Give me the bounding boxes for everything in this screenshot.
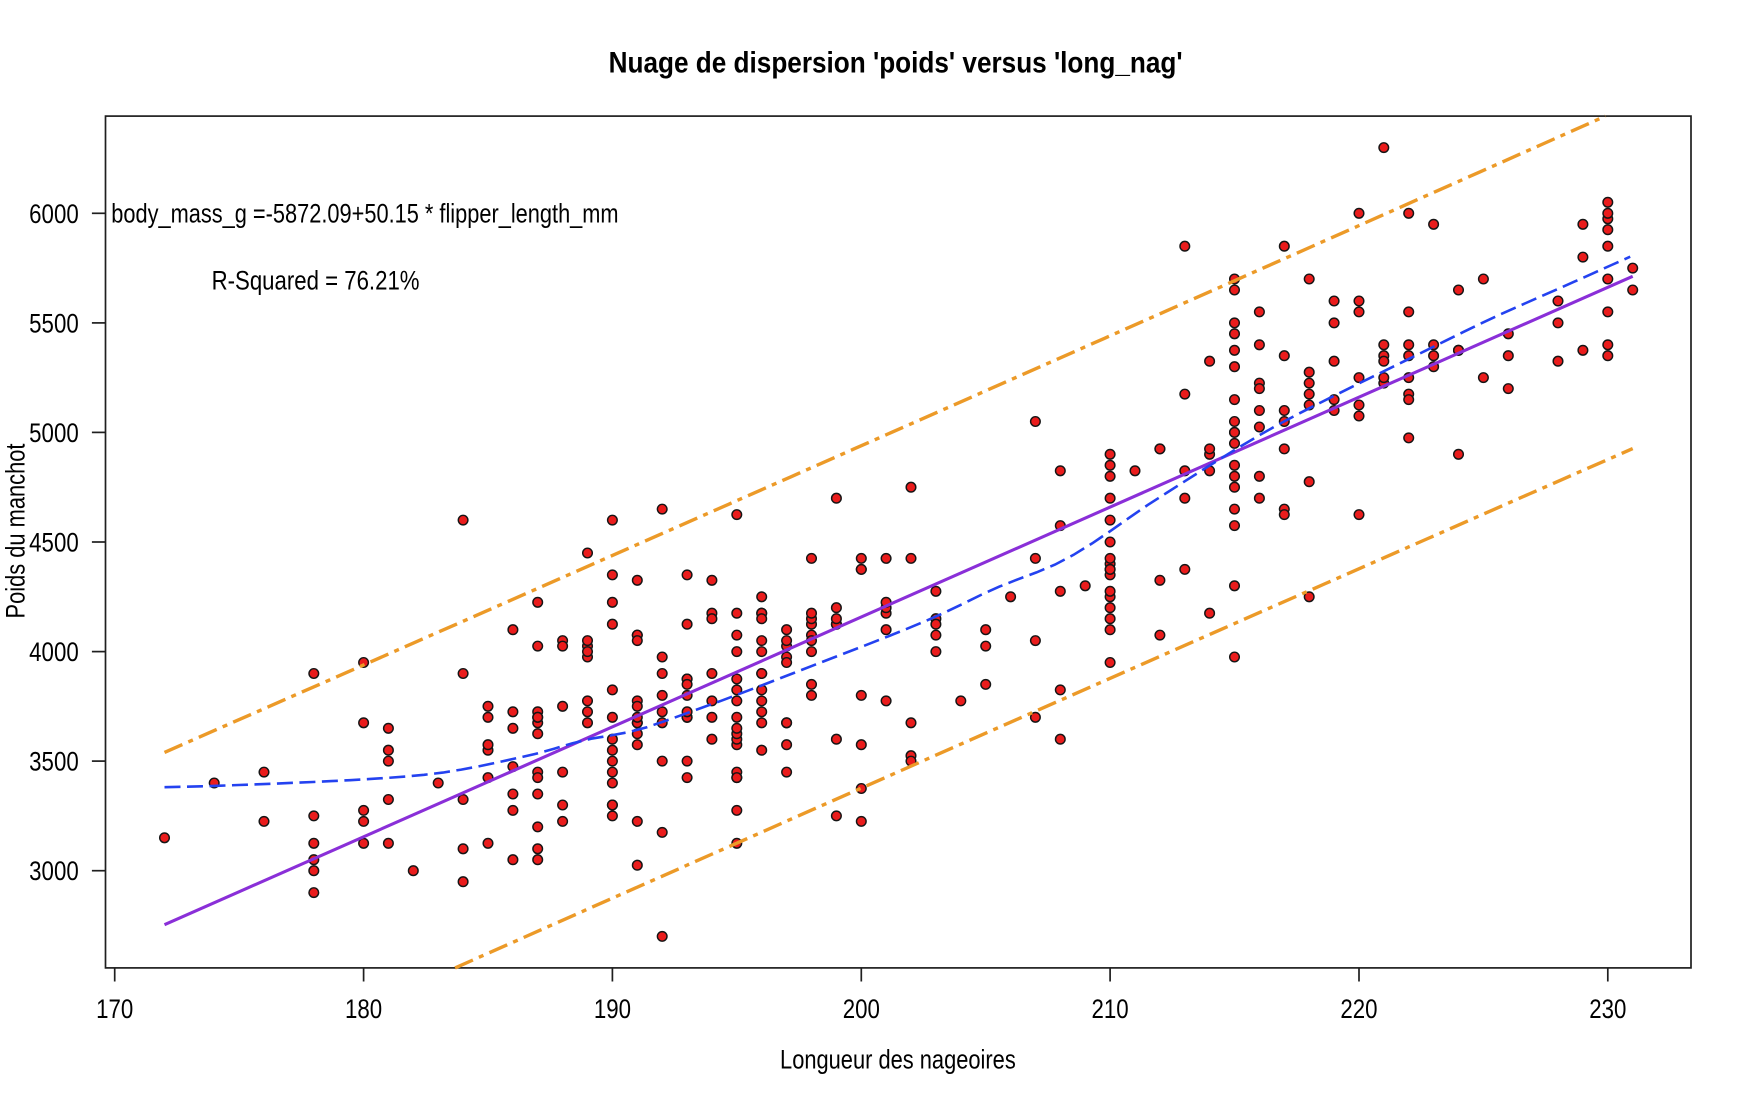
svg-text:5000: 5000 bbox=[29, 419, 79, 448]
svg-text:220: 220 bbox=[1340, 995, 1377, 1024]
svg-text:Nuage de dispersion 'poids' ve: Nuage de dispersion 'poids' versus 'long… bbox=[609, 46, 1183, 79]
svg-text:Poids du manchot: Poids du manchot bbox=[2, 443, 31, 618]
svg-text:180: 180 bbox=[345, 995, 382, 1024]
svg-text:5500: 5500 bbox=[29, 310, 79, 339]
svg-text:6000: 6000 bbox=[29, 200, 79, 229]
svg-text:R-Squared = 76.21%: R-Squared = 76.21% bbox=[212, 267, 420, 296]
svg-text:4000: 4000 bbox=[29, 638, 79, 667]
svg-text:Longueur des nageoires: Longueur des nageoires bbox=[780, 1046, 1016, 1075]
svg-text:body_mass_g =-5872.09+50.15 *: body_mass_g =-5872.09+50.15 * flipper_le… bbox=[111, 200, 618, 229]
svg-text:3500: 3500 bbox=[29, 748, 79, 777]
svg-text:230: 230 bbox=[1589, 995, 1626, 1024]
svg-text:4500: 4500 bbox=[29, 529, 79, 558]
svg-text:3000: 3000 bbox=[29, 857, 79, 886]
svg-text:200: 200 bbox=[843, 995, 880, 1024]
svg-text:190: 190 bbox=[594, 995, 631, 1024]
svg-text:210: 210 bbox=[1092, 995, 1129, 1024]
svg-text:170: 170 bbox=[96, 995, 133, 1024]
